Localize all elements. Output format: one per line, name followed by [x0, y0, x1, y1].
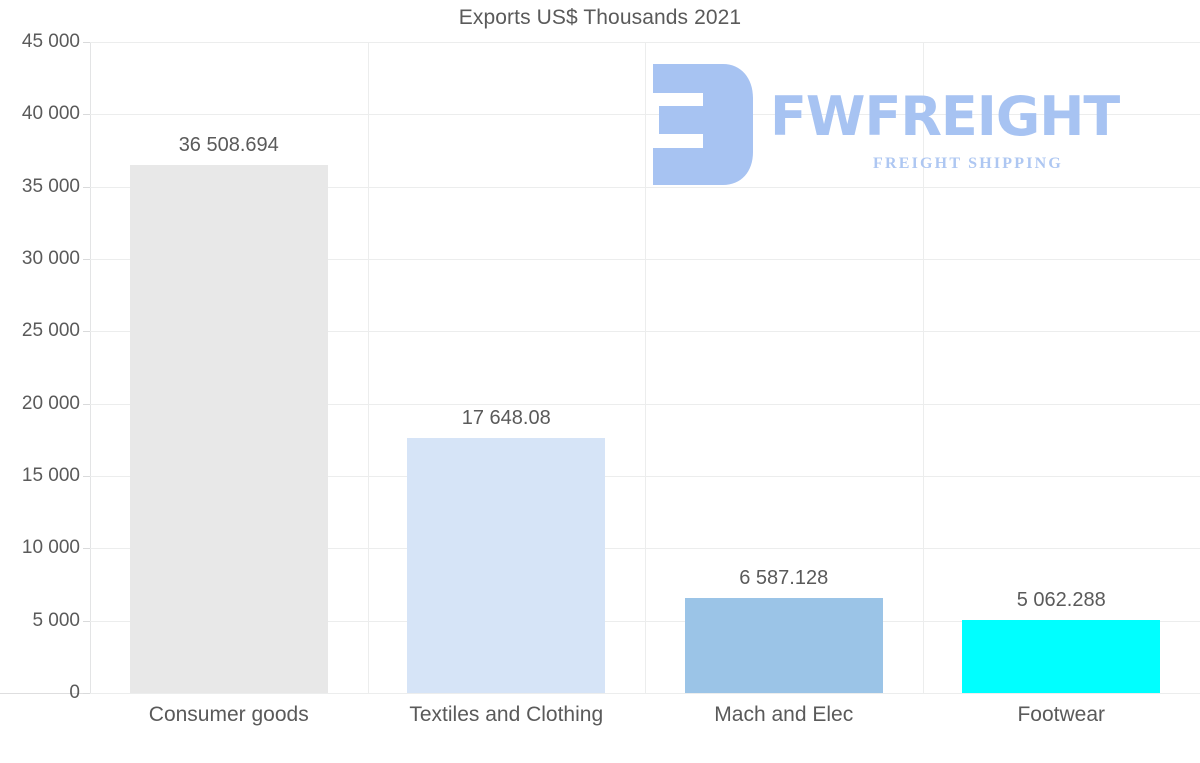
y-axis-tick-label: 0: [69, 682, 80, 703]
gridline-vertical: [645, 42, 646, 693]
y-axis-tick-mark: [83, 114, 91, 116]
bar[interactable]: [129, 164, 328, 693]
y-axis-tick-label: 10 000: [21, 537, 80, 559]
bar[interactable]: [407, 437, 606, 693]
gridline-vertical: [923, 42, 924, 693]
gridline-vertical: [368, 42, 369, 693]
x-axis-category-label: Footwear: [1017, 703, 1106, 726]
bar[interactable]: [684, 597, 883, 693]
y-axis-tick-label: 25 000: [21, 320, 80, 342]
chart-title: Exports US$ Thousands 2021: [458, 6, 742, 29]
y-axis-tick-mark: [83, 42, 91, 43]
y-axis-tick-label: 15 000: [21, 465, 80, 486]
y-axis-tick-label: 35 000: [21, 175, 80, 197]
y-axis-tick-label: 5 000: [32, 609, 80, 631]
y-axis-line: [90, 42, 91, 693]
plot-area: [90, 42, 1200, 694]
gridline-horizontal: [90, 693, 1200, 694]
y-axis-tick-label: 45 000: [21, 31, 80, 52]
y-axis-tick-mark: [83, 693, 91, 694]
y-axis-tick-mark: [83, 259, 91, 260]
y-axis-tick-label: 20 000: [21, 392, 80, 414]
x-axis-category-label: Mach and Elec: [714, 703, 854, 726]
bar-value-label: 17 648.08: [461, 406, 551, 429]
bar[interactable]: [962, 619, 1161, 693]
y-axis-tick-mark: [83, 186, 91, 188]
bar-value-label: 5 062.288: [1016, 588, 1106, 611]
bar-value-label: 36 508.694: [178, 133, 279, 156]
x-axis-category-label: Consumer goods: [148, 703, 309, 726]
y-axis-tick-label: 30 000: [21, 248, 80, 269]
bar-value-label: 6 587.128: [739, 566, 829, 589]
y-axis-tick-mark: [83, 403, 91, 405]
x-axis-category-label: Textiles and Clothing: [409, 703, 604, 726]
y-axis-tick-mark: [83, 331, 91, 333]
y-axis-tick-mark: [83, 476, 91, 477]
y-axis-tick-mark: [83, 620, 91, 622]
y-axis-tick-label: 40 000: [21, 103, 80, 125]
y-axis-tick-mark: [83, 548, 91, 550]
